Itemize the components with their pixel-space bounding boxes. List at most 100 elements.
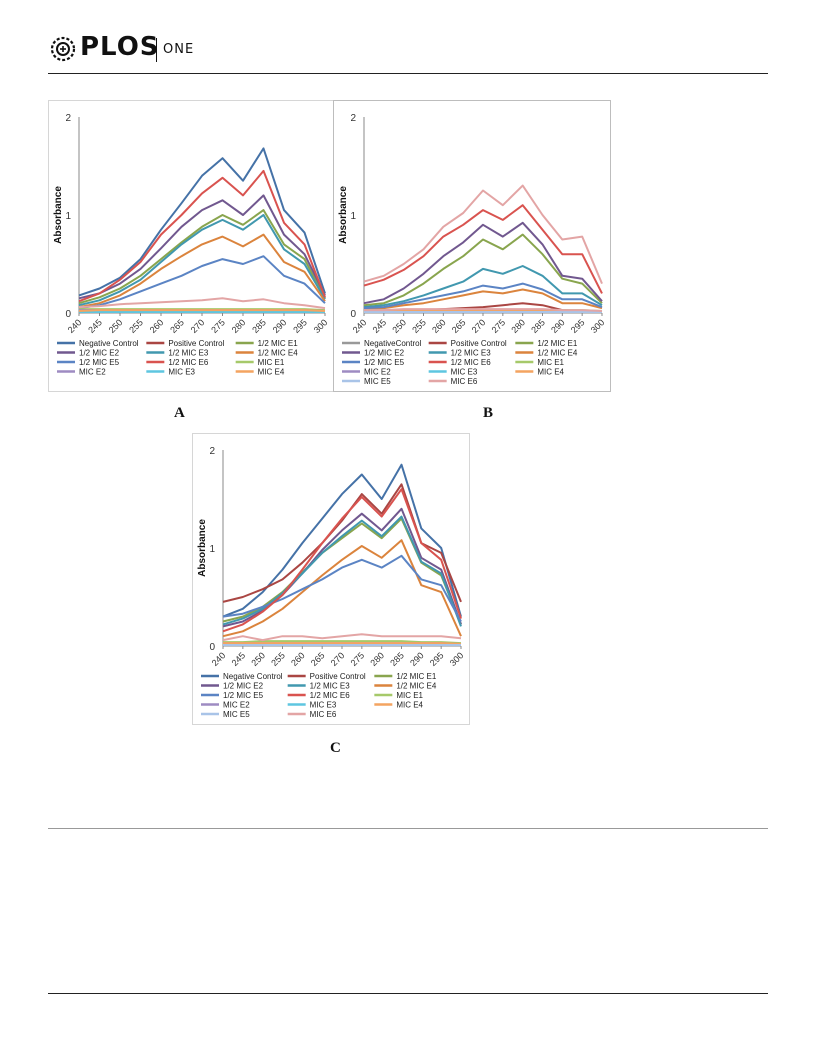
x-tick-label: 250 <box>249 650 267 668</box>
series-line <box>222 554 462 622</box>
x-tick-label: 255 <box>269 650 287 668</box>
legend-label: MIC E1 <box>537 358 564 367</box>
x-tick-label: 300 <box>448 650 466 668</box>
series-line <box>364 308 603 312</box>
series-line <box>223 642 462 645</box>
legend-label: Negative Control <box>223 672 283 681</box>
legend-label: MIC E3 <box>168 368 195 377</box>
content-rule <box>48 828 768 829</box>
y-tick-label: 0 <box>209 642 215 653</box>
x-tick-label: 275 <box>490 317 508 335</box>
x-tick-label: 290 <box>271 317 289 335</box>
y-tick-label: 2 <box>209 446 215 457</box>
series-line <box>363 233 603 307</box>
series-line <box>222 633 462 642</box>
series-line <box>78 169 326 303</box>
legend-label: 1/2 MIC E3 <box>168 349 209 358</box>
series-line <box>78 194 326 300</box>
y-axis-label: Absorbance <box>338 186 349 244</box>
series-line <box>363 204 603 294</box>
footer-rule <box>48 993 768 994</box>
series-line <box>78 214 326 307</box>
series-line <box>363 288 603 311</box>
journal-name: ONE <box>163 42 195 57</box>
legend-label: MIC E2 <box>79 368 106 377</box>
x-tick-label: 255 <box>410 317 428 335</box>
legend-label: NegativeControl <box>364 339 422 348</box>
logo-text: PLOS <box>80 32 160 62</box>
y-tick-label: 1 <box>65 211 71 222</box>
series-line <box>222 488 462 633</box>
series-line <box>78 309 326 312</box>
legend-label: 1/2 MIC E1 <box>537 339 578 348</box>
legend-label: MIC E4 <box>258 368 285 377</box>
legend-label: MIC E6 <box>451 377 478 386</box>
x-tick-label: 300 <box>589 317 607 335</box>
panel-label-a: A <box>174 405 185 421</box>
series-line <box>363 282 603 310</box>
legend-label: MIC E5 <box>223 710 250 719</box>
series-line <box>222 539 462 638</box>
legend-label: 1/2 MIC E2 <box>79 349 120 358</box>
legend-label: 1/2 MIC E2 <box>223 682 264 691</box>
legend-label: 1/2 MIC E5 <box>79 358 120 367</box>
x-tick-label: 290 <box>408 650 426 668</box>
legend-label: Positive Control <box>168 339 224 348</box>
x-tick-label: 255 <box>127 317 145 335</box>
x-tick-label: 270 <box>329 650 347 668</box>
x-tick-label: 250 <box>107 317 125 335</box>
series-line <box>363 265 603 309</box>
legend-label: 1/2 MIC E6 <box>451 358 492 367</box>
x-tick-label: 280 <box>509 317 527 335</box>
x-tick-label: 265 <box>450 317 468 335</box>
y-tick-label: 2 <box>65 113 71 124</box>
series-line <box>222 515 462 627</box>
x-tick-label: 260 <box>430 317 448 335</box>
legend-label: 1/2 MIC E2 <box>364 349 405 358</box>
series-line <box>222 483 462 603</box>
x-tick-label: 245 <box>371 317 389 335</box>
journal-header: PLOS ONE <box>48 30 768 76</box>
plos-logo-icon <box>50 36 76 62</box>
legend-label: 1/2 MIC E4 <box>258 349 299 358</box>
series-line <box>78 297 326 310</box>
legend-label: Negative Control <box>79 339 139 348</box>
series-line <box>223 640 462 645</box>
y-tick-label: 1 <box>209 544 215 555</box>
legend-label: MIC E1 <box>258 358 285 367</box>
series-line <box>78 209 326 305</box>
y-tick-label: 0 <box>350 309 356 320</box>
x-tick-label: 280 <box>368 650 386 668</box>
panel-label-b: B <box>483 405 494 421</box>
y-axis-label: Absorbance <box>53 186 64 244</box>
x-tick-label: 300 <box>312 317 330 335</box>
x-tick-label: 245 <box>230 650 248 668</box>
legend-label: Positive Control <box>451 339 507 348</box>
legend-label: MIC E3 <box>451 368 478 377</box>
legend-label: 1/2 MIC E3 <box>310 682 351 691</box>
x-tick-label: 275 <box>349 650 367 668</box>
chart-panel-b: 0 1 2 Absorbance 240 245 250 255 260 265 270 275 280… <box>333 100 611 392</box>
series-line <box>363 184 603 284</box>
x-tick-label: 290 <box>549 317 567 335</box>
legend-label: 1/2 MIC E5 <box>223 691 264 700</box>
x-tick-label: 270 <box>470 317 488 335</box>
legend-label: MIC E2 <box>223 701 250 710</box>
x-tick-label: 285 <box>388 650 406 668</box>
legend-label: MIC E2 <box>364 368 391 377</box>
x-tick-label: 265 <box>309 650 327 668</box>
legend-label: 1/2 MIC E1 <box>396 672 437 681</box>
x-tick-label: 295 <box>428 650 446 668</box>
legend-label: MIC E5 <box>364 377 391 386</box>
header-rule <box>48 73 768 74</box>
legend-label: 1/2 MIC E3 <box>451 349 492 358</box>
legend-label: 1/2 MIC E5 <box>364 358 405 367</box>
series-line <box>222 463 462 618</box>
x-tick-label: 280 <box>230 317 248 335</box>
legend-label: Positive Control <box>310 672 366 681</box>
x-tick-label: 265 <box>168 317 186 335</box>
series-line <box>78 255 326 310</box>
x-tick-label: 250 <box>390 317 408 335</box>
